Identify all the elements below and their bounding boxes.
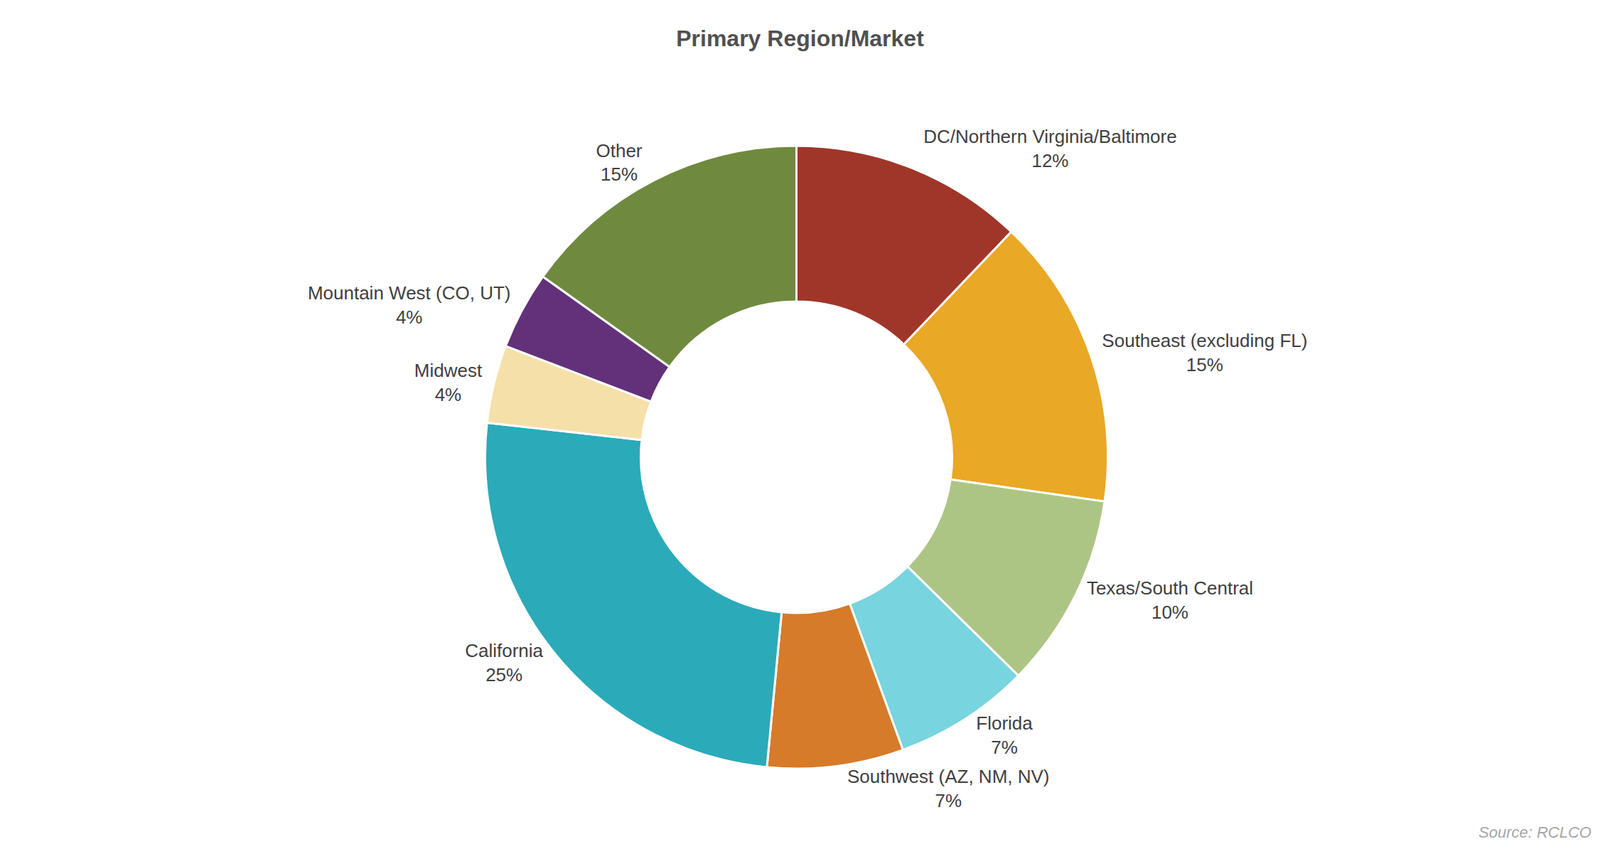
svg-text:DC/Northern Virginia/Baltimore: DC/Northern Virginia/Baltimore12% <box>923 125 1177 172</box>
svg-text:Florida7%: Florida7% <box>975 712 1033 758</box>
svg-text:Southeast (excluding FL)15%: Southeast (excluding FL)15% <box>1101 329 1308 376</box>
svg-text:Southwest (AZ, NM, NV)7%: Southwest (AZ, NM, NV)7% <box>847 765 1050 812</box>
svg-text:California25%: California25% <box>464 639 544 686</box>
svg-text:Texas/South Central10%: Texas/South Central10% <box>1086 577 1254 623</box>
svg-text:Other15%: Other15% <box>595 140 642 186</box>
svg-text:Mountain West (CO, UT)4%: Mountain West (CO, UT)4% <box>307 282 512 328</box>
svg-text:Primary Region/Market: Primary Region/Market <box>675 25 925 52</box>
svg-text:Source: RCLCO: Source: RCLCO <box>1478 823 1592 841</box>
svg-text:Midwest4%: Midwest4% <box>414 359 483 406</box>
